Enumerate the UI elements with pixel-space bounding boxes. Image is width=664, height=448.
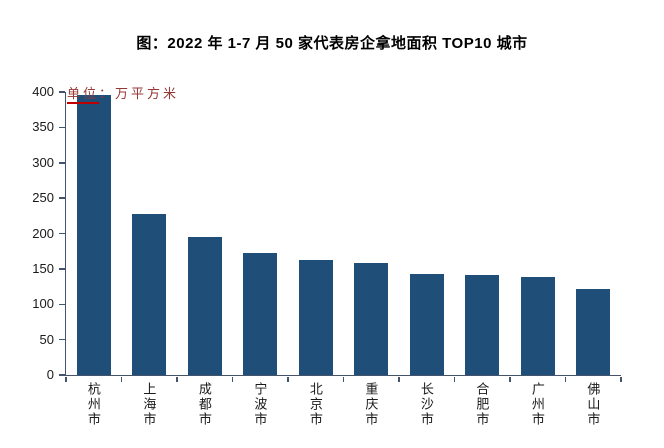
- bar: [465, 275, 500, 375]
- bar-slot: [66, 92, 122, 375]
- unit-label: 单位：万平方米: [67, 83, 180, 104]
- bar: [354, 263, 389, 375]
- x-tick-mark: [564, 377, 567, 382]
- y-tick-mark: [59, 303, 65, 305]
- x-category-label: 重庆市: [363, 382, 379, 427]
- bar-slot: [177, 92, 233, 375]
- bar: [76, 94, 111, 375]
- y-tick-mark: [59, 338, 65, 341]
- x-tick-mark: [231, 377, 234, 382]
- x-label-slot: 北京市: [287, 382, 343, 427]
- y-tick-label: 100: [32, 296, 54, 312]
- x-category-label: 杭州市: [85, 382, 101, 427]
- bar-slot: [510, 92, 566, 375]
- x-category-label: 宁波市: [252, 382, 268, 427]
- x-label-slot: 成都市: [176, 382, 232, 427]
- x-tick-mark: [342, 377, 345, 382]
- x-tick-mark: [620, 377, 622, 382]
- bar-slot: [455, 92, 511, 375]
- x-tick-mark: [398, 377, 400, 382]
- bar: [243, 253, 278, 375]
- bar-slot: [233, 92, 289, 375]
- x-category-label: 长沙市: [418, 382, 434, 427]
- x-tick-mark: [176, 377, 178, 382]
- bar: [520, 276, 555, 375]
- x-category-label: 佛山市: [585, 382, 601, 427]
- y-tick-label: 200: [32, 225, 54, 241]
- unit-label-prefix: 单位: [67, 86, 100, 104]
- y-tick-mark: [59, 162, 65, 164]
- x-tick-mark: [453, 377, 456, 382]
- bar: [187, 237, 222, 375]
- y-tick-mark: [59, 197, 65, 199]
- y-tick-mark: [59, 374, 65, 376]
- bar: [576, 289, 611, 375]
- x-label-slot: 长沙市: [398, 382, 454, 427]
- x-axis-labels: 杭州市 上海市 成都市 宁波市 北京市 重庆市 长沙市 合肥市 广州市 佛山市: [65, 382, 620, 427]
- x-category-label: 合肥市: [474, 382, 490, 427]
- x-category-label: 成都市: [196, 382, 212, 427]
- x-tick-mark: [287, 377, 289, 382]
- x-tick-mark: [120, 377, 123, 382]
- bar-slot: [288, 92, 344, 375]
- x-tick-mark: [65, 377, 67, 382]
- y-tick-label: 350: [32, 119, 54, 135]
- y-tick-mark: [59, 126, 65, 129]
- bar: [298, 259, 333, 375]
- y-tick-mark: [59, 268, 65, 270]
- x-label-slot: 佛山市: [565, 382, 621, 427]
- x-label-slot: 合肥市: [454, 382, 510, 427]
- unit-label-separator: ：: [99, 86, 116, 101]
- x-tick-mark: [509, 377, 511, 382]
- x-category-label: 北京市: [307, 382, 323, 427]
- x-category-label: 上海市: [141, 382, 157, 427]
- y-tick-label: 400: [32, 84, 54, 99]
- bar-slot: [344, 92, 400, 375]
- bar-slot: [399, 92, 455, 375]
- y-tick-mark: [59, 91, 65, 93]
- x-category-label: 广州市: [529, 382, 545, 427]
- y-tick-label: 0: [46, 367, 54, 382]
- y-tick-mark: [59, 232, 65, 235]
- unit-label-value: 万平方米: [115, 86, 180, 101]
- y-tick-label: 250: [32, 190, 54, 206]
- y-tick-label: 150: [32, 260, 54, 276]
- bar: [132, 213, 167, 375]
- x-label-slot: 广州市: [509, 382, 565, 427]
- bars-container: [66, 92, 621, 375]
- x-label-slot: 宁波市: [232, 382, 288, 427]
- x-label-slot: 杭州市: [65, 382, 121, 427]
- y-tick-label: 50: [39, 331, 54, 347]
- bar-slot: [566, 92, 622, 375]
- bar: [409, 273, 444, 375]
- y-tick-label: 300: [32, 154, 54, 170]
- bar-slot: [122, 92, 178, 375]
- x-label-slot: 上海市: [121, 382, 177, 427]
- chart-title: 图：2022 年 1-7 月 50 家代表房企拿地面积 TOP10 城市: [136, 35, 528, 52]
- x-label-slot: 重庆市: [343, 382, 399, 427]
- plot-area: [65, 92, 622, 382]
